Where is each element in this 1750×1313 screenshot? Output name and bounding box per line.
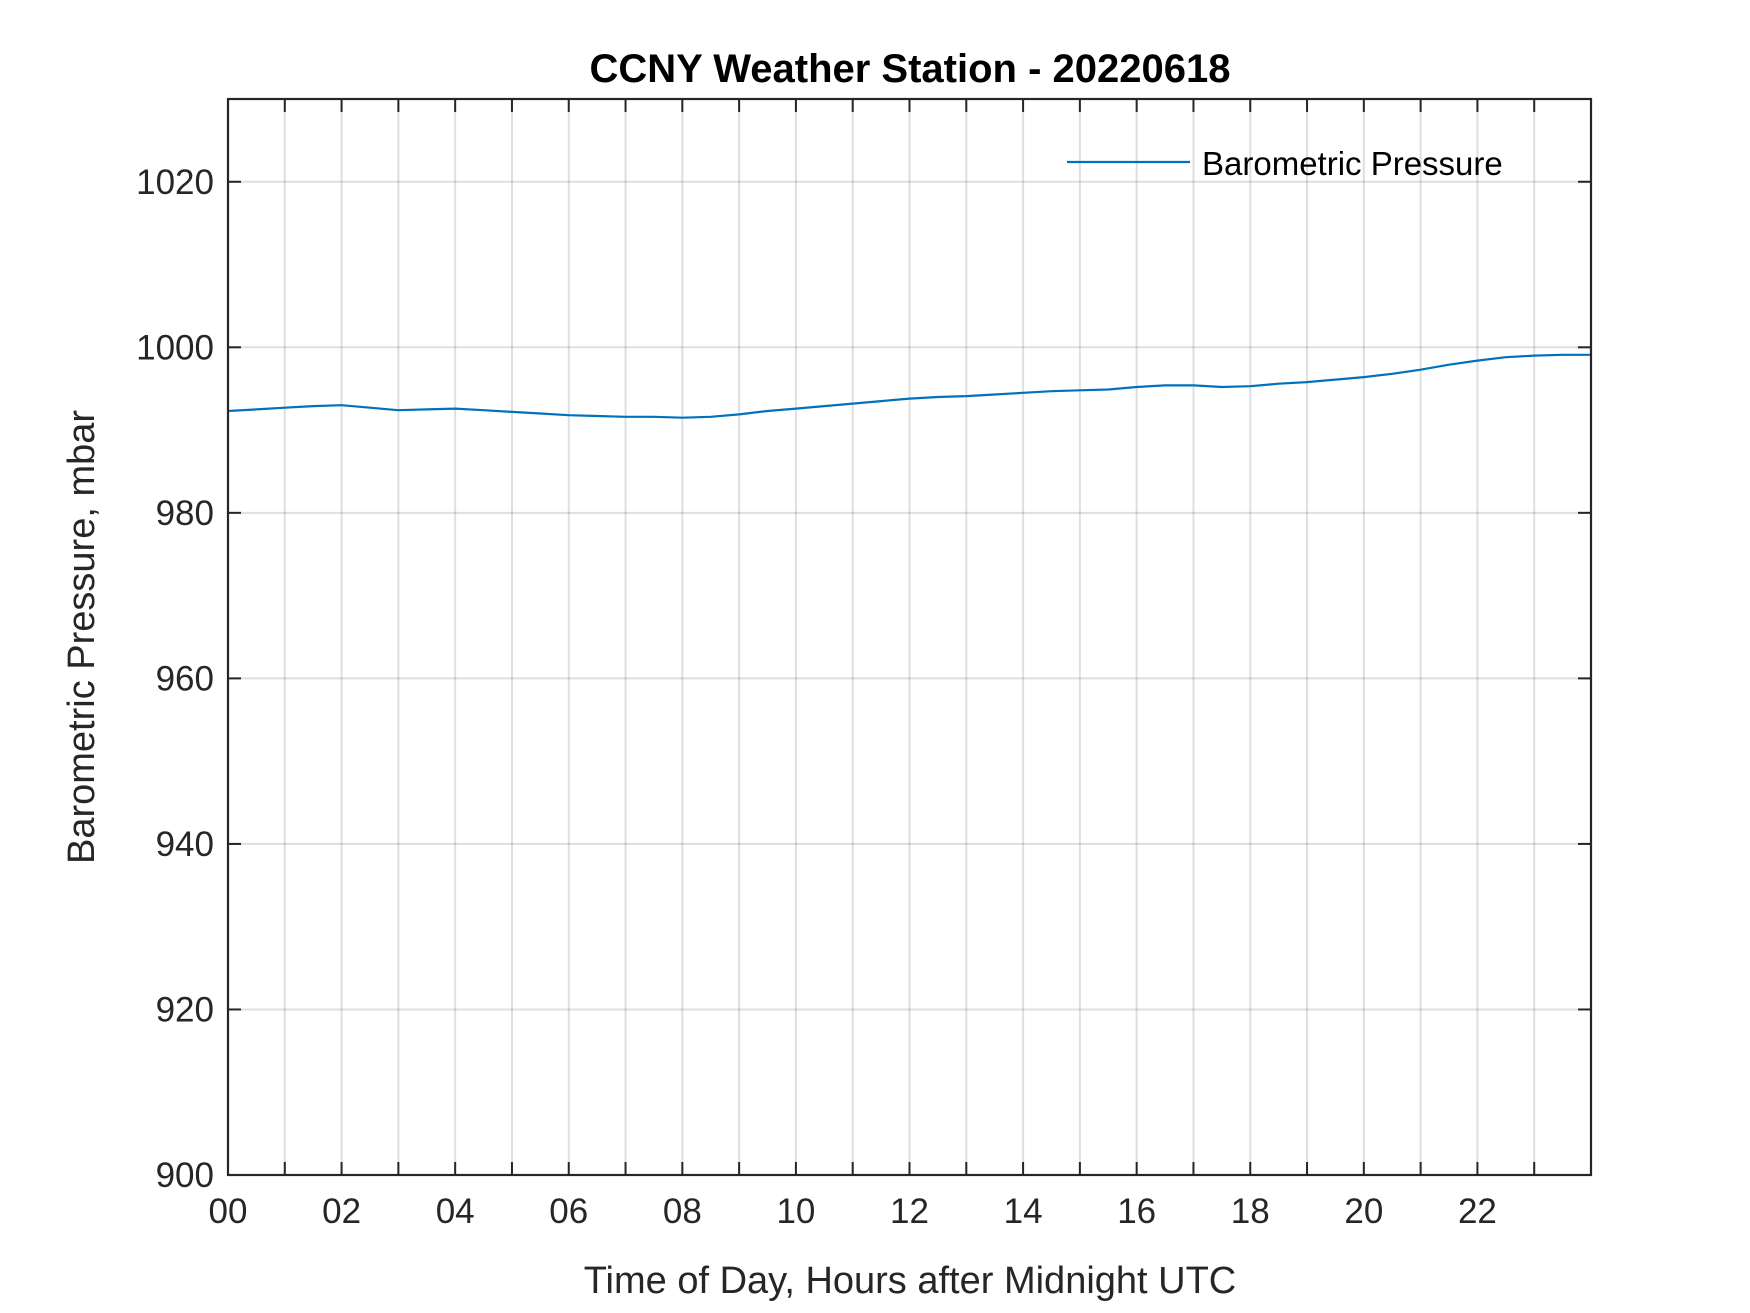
y-tick-label: 900 <box>156 1156 214 1195</box>
y-tick-label: 960 <box>156 659 214 698</box>
x-tick-label: 04 <box>436 1192 475 1231</box>
y-tick-label: 980 <box>156 494 214 533</box>
legend: Barometric Pressure <box>1067 145 1503 182</box>
x-tick-label: 10 <box>776 1192 815 1231</box>
legend-label: Barometric Pressure <box>1202 145 1503 182</box>
x-tick-label: 22 <box>1458 1192 1497 1231</box>
tick-marks <box>228 99 1591 1176</box>
x-tick-label: 14 <box>1004 1192 1043 1231</box>
y-tick-label: 1020 <box>136 163 214 202</box>
chart-title: CCNY Weather Station - 20220618 <box>590 47 1231 91</box>
y-axis-label: Barometric Pressure, mbar <box>61 410 103 864</box>
plot-area-background <box>228 99 1591 1175</box>
grid <box>228 99 1591 1175</box>
x-tick-label: 06 <box>549 1192 588 1231</box>
x-tick-label: 12 <box>890 1192 929 1231</box>
plot-frame <box>226 97 1593 1177</box>
x-tick-label: 02 <box>322 1192 361 1231</box>
x-tick-label: 20 <box>1344 1192 1383 1231</box>
y-tick-label: 940 <box>156 825 214 864</box>
y-tick-labels: 900 920 940 960 980 1000 1020 <box>136 163 214 1195</box>
series-layer <box>227 353 1591 419</box>
x-tick-label: 08 <box>663 1192 702 1231</box>
y-tick-label: 920 <box>156 990 214 1029</box>
y-tick-label: 1000 <box>136 328 214 367</box>
x-tick-labels: 00 02 04 06 08 10 12 14 16 18 20 22 <box>209 1192 1497 1231</box>
x-axis-label: Time of Day, Hours after Midnight UTC <box>584 1260 1237 1302</box>
x-tick-label: 18 <box>1231 1192 1270 1231</box>
series-line-barometric-pressure <box>227 353 1591 419</box>
x-tick-label: 00 <box>209 1192 248 1231</box>
x-tick-label: 16 <box>1117 1192 1156 1231</box>
